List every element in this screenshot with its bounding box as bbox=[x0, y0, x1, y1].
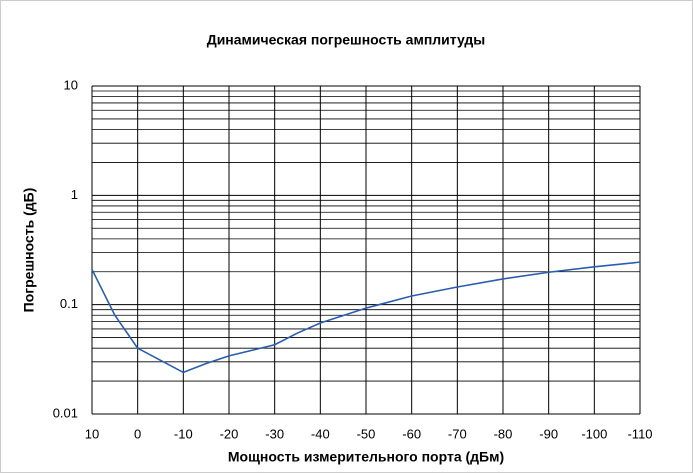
x-tick-label: -90 bbox=[539, 426, 558, 441]
x-tick-label: -40 bbox=[311, 426, 330, 441]
data-line bbox=[91, 261, 641, 374]
x-tick-label: -100 bbox=[581, 426, 607, 441]
x-tick-label: -20 bbox=[220, 426, 239, 441]
chart-title: Динамическая погрешность амплитуды bbox=[207, 32, 486, 48]
x-tick-label: -10 bbox=[174, 426, 193, 441]
x-axis-label: Мощность измерительного порта (дБм) bbox=[228, 449, 504, 465]
x-tick-label: 10 bbox=[85, 426, 99, 441]
y-tick-label: 1 bbox=[71, 187, 78, 202]
y-axis-label: Погрешность (дБ) bbox=[21, 188, 37, 313]
x-tick-label: -30 bbox=[265, 426, 284, 441]
x-tick-label: -70 bbox=[448, 426, 467, 441]
x-tick-label: -80 bbox=[494, 426, 513, 441]
x-tick-label: 0 bbox=[134, 426, 141, 441]
x-tick-label: -110 bbox=[627, 426, 652, 441]
y-tick-label: 0.01 bbox=[53, 405, 78, 420]
x-tick-label: -50 bbox=[357, 426, 376, 441]
y-tick-label: 10 bbox=[64, 77, 78, 92]
x-tick-label: -60 bbox=[402, 426, 421, 441]
y-tick-label: 0.1 bbox=[60, 296, 78, 311]
